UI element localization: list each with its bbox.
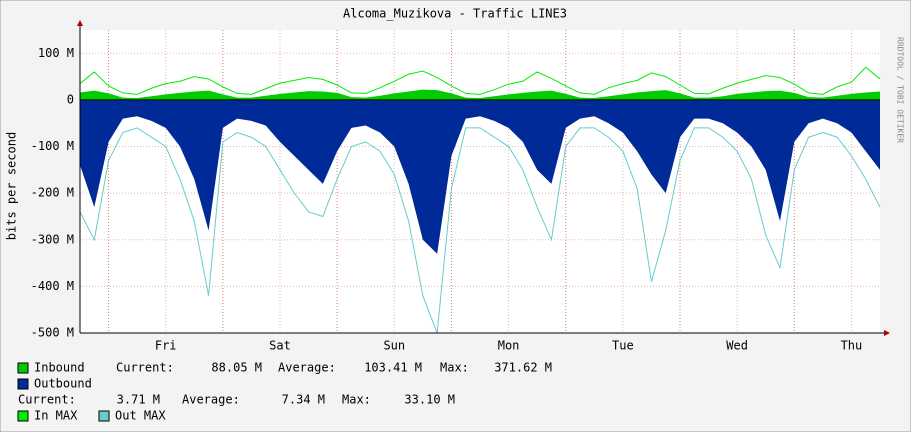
stat-label: Max: [342, 393, 371, 407]
legend-swatch [17, 410, 29, 422]
y-arrow [77, 20, 83, 26]
legend-label: Out MAX [115, 409, 166, 423]
area [80, 99, 880, 254]
legend-label: In MAX [34, 409, 78, 423]
legend-swatch [17, 378, 29, 390]
y-tick-label: -100 M [31, 139, 74, 153]
legend: Inbound Current: 88.05 M Average: 103.41 M Ma… [17, 361, 552, 423]
stat-label: Average: [278, 361, 336, 375]
side-text: RRDTOOL / TOBI OETIKER [896, 37, 905, 143]
stat-label: Average: [182, 393, 240, 407]
legend-label: Inbound [34, 361, 85, 375]
plot: 100 M 0 -100 M -200 M -300 M -400 M -500 M Fri S… [31, 20, 890, 353]
y-tick-label: -300 M [31, 232, 74, 246]
y-tick-label: -200 M [31, 186, 74, 200]
x-tick-label: Thu [841, 339, 863, 353]
x-tick-label: Sun [383, 339, 405, 353]
stat-label: Current: [116, 361, 174, 375]
x-tick-label: Fri [155, 339, 177, 353]
stat-value: 7.34 M [282, 393, 325, 407]
stat-label: Current: [18, 393, 76, 407]
y-tick-label: 0 [67, 92, 74, 106]
line [79, 127, 881, 334]
y-tick-label: 100 M [38, 46, 74, 60]
x-arrow [884, 330, 890, 336]
stat-value: 3.71 M [117, 393, 160, 407]
stat-value: 371.62 M [494, 361, 552, 375]
stat-label: Max: [440, 361, 469, 375]
x-tick-label: Wed [726, 339, 748, 353]
line [79, 66, 881, 95]
legend-label: Outbound [34, 377, 92, 391]
x-tick-label: Tue [612, 339, 634, 353]
y-axis-label: bits per second [5, 132, 19, 240]
legend-swatch [17, 362, 29, 374]
x-tick-label: Sat [269, 339, 291, 353]
area [80, 89, 880, 100]
y-tick-label: -500 M [31, 326, 74, 340]
stat-value: 103.41 M [364, 361, 422, 375]
chart-title: Alcoma_Muzikova - Traffic LINE3 [343, 7, 567, 21]
y-tick-label: -400 M [31, 279, 74, 293]
x-tick-label: Mon [498, 339, 520, 353]
stat-value: 88.05 M [211, 361, 262, 375]
stat-value: 33.10 M [404, 393, 455, 407]
legend-swatch [98, 410, 110, 422]
